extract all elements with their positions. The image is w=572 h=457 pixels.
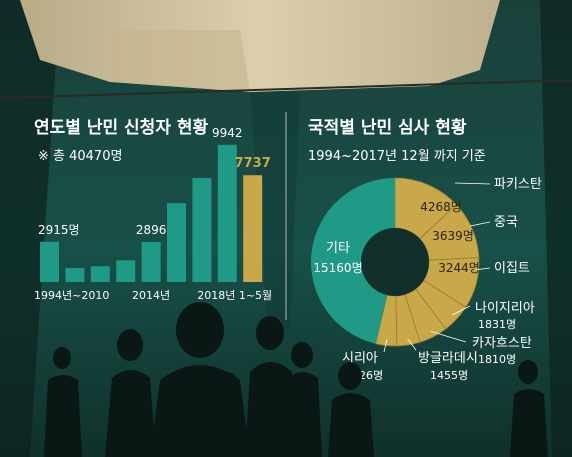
bar-data-label-1: 2896 xyxy=(136,223,167,237)
slice-value-3: 1831명 xyxy=(478,318,516,331)
left-chart-subtitle: ※ 총 40470명 xyxy=(38,149,122,164)
slice-leader-5 xyxy=(407,338,417,351)
bar-8 xyxy=(243,175,263,282)
left-chart-title: 연도별 난민 신청자 현황 xyxy=(34,117,209,138)
bar-4 xyxy=(141,242,161,282)
donut-hole xyxy=(361,228,429,296)
slice-leader-2 xyxy=(473,267,491,271)
bar-x-tick-0: 1994년~2010 xyxy=(34,289,109,302)
bar-5 xyxy=(167,203,186,282)
slice-value-0: 4268명 xyxy=(420,200,462,214)
slice-name-7: 기타 xyxy=(326,241,350,256)
bar-data-label-3: 7737 xyxy=(235,156,271,171)
bar-7 xyxy=(217,144,237,282)
bar-3 xyxy=(116,260,136,282)
slice-value-7: 15160명 xyxy=(313,261,362,275)
right-chart-title: 국적별 난민 심사 현황 xyxy=(308,118,467,138)
tent-seam xyxy=(250,90,300,330)
slice-value-4: 1810명 xyxy=(478,353,516,366)
slice-leader-4 xyxy=(430,330,467,343)
slice-value-2: 3244명 xyxy=(438,261,480,275)
slice-name-2: 이집트 xyxy=(494,261,530,276)
bar-data-label-2: 9942 xyxy=(212,126,243,140)
tarp-fold xyxy=(110,30,250,92)
bar-x-tick-1: 2014년 xyxy=(132,289,170,302)
tent-fold-right xyxy=(540,0,572,457)
slice-leader-1 xyxy=(469,221,491,227)
bar-data-label-0: 2915명 xyxy=(38,223,80,237)
slice-name-0: 파키스탄 xyxy=(494,177,542,192)
donut-slice-7 xyxy=(310,178,395,344)
tent-fold-left xyxy=(0,0,60,457)
bar-x-tick-2: 2018년 1~5월 xyxy=(197,289,272,302)
bar-chart: 2915명 2896 9942 7737 1994년~2010 2014년 2018년 1~… xyxy=(34,126,272,302)
rope-line xyxy=(0,79,572,99)
slice-leader-3 xyxy=(452,305,471,316)
slice-value-1: 3639명 xyxy=(432,229,474,243)
slice-value-5: 1455명 xyxy=(430,369,468,382)
people-silhouettes xyxy=(44,302,548,457)
bar-6 xyxy=(192,177,212,282)
bar-0 xyxy=(40,241,59,282)
bar-1 xyxy=(65,268,85,282)
slice-leader-0 xyxy=(454,182,491,185)
slice-name-3: 나이지리아 xyxy=(475,301,535,316)
right-chart-subtitle: 1994~2017년 12월 까지 기준 xyxy=(308,149,486,164)
slice-name-4: 카자흐스탄 xyxy=(472,336,532,351)
slice-name-5: 방글라데시 xyxy=(418,351,478,366)
slice-name-1: 중국 xyxy=(494,215,518,230)
bar-2 xyxy=(90,266,110,282)
slice-leader-6 xyxy=(383,339,388,353)
